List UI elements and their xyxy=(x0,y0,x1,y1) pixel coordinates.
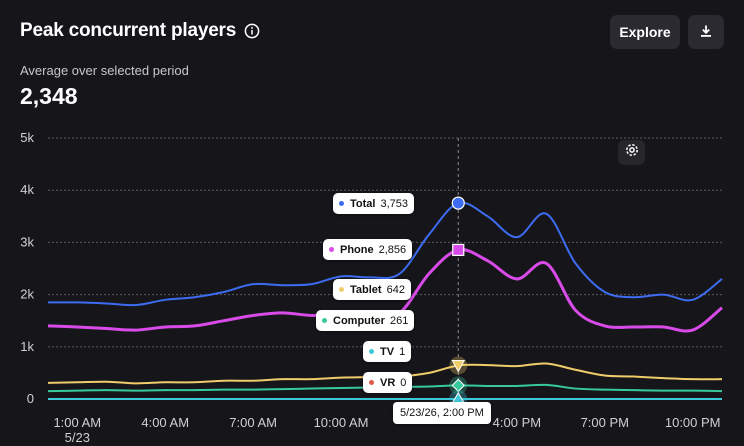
summary-value: 2,348 xyxy=(20,83,78,109)
legend-dot-computer xyxy=(322,318,327,323)
tooltip-label: Phone xyxy=(340,243,374,256)
tooltip-tv: TV 1 xyxy=(363,341,412,362)
x-tick-label: 7:00 PM xyxy=(581,415,629,430)
x-tick-label: 10:00 AM xyxy=(314,415,369,430)
tooltip-phone: Phone 2,856 xyxy=(323,239,413,260)
tooltip-value: 3,753 xyxy=(380,197,408,210)
y-tick-label: 0 xyxy=(27,391,34,406)
header-actions: Explore xyxy=(610,15,724,49)
marker-tablet xyxy=(451,359,466,373)
x-tick-label: 4:00 PM xyxy=(493,415,541,430)
tooltip-label: Total xyxy=(350,197,376,210)
tooltip-date: 5/23/26, 2:00 PM xyxy=(393,402,491,424)
tooltip-total: Total 3,753 xyxy=(333,193,414,214)
page-title: Peak concurrent players xyxy=(20,20,237,41)
legend-dot-total xyxy=(339,201,344,206)
tooltip-tablet: Tablet 642 xyxy=(333,279,411,300)
tooltip-computer: Computer 261 xyxy=(316,310,415,331)
legend-dot-phone xyxy=(329,247,334,252)
title-row: Peak concurrent players xyxy=(20,20,260,42)
y-tick-label: 4k xyxy=(20,182,34,197)
series-line-total xyxy=(47,201,723,307)
x-tick-label: 10:00 PM xyxy=(665,415,721,430)
download-button[interactable] xyxy=(688,15,724,49)
chart-settings-button[interactable] xyxy=(618,140,645,165)
gear-icon xyxy=(624,142,640,163)
tooltip-vr: VR 0 xyxy=(363,372,413,393)
tooltip-label: Tablet xyxy=(350,283,382,296)
x-tick-label: 1:00 AM xyxy=(53,415,101,430)
y-tick-label: 5k xyxy=(20,130,34,145)
legend-dot-tablet xyxy=(339,287,344,292)
marker-total xyxy=(451,196,465,210)
tooltip-label: Computer xyxy=(333,314,385,327)
tooltip-label: VR xyxy=(380,376,396,389)
tooltip-value: 0 xyxy=(400,376,407,389)
marker-computer xyxy=(451,378,465,393)
legend-dot-vr xyxy=(369,380,374,385)
info-icon[interactable] xyxy=(244,23,260,39)
tooltip-value: 261 xyxy=(389,314,409,327)
marker-phone xyxy=(452,243,465,257)
tooltip-value: 1 xyxy=(399,345,406,358)
tooltip-value: 642 xyxy=(386,283,405,296)
download-icon xyxy=(699,24,713,41)
x-tick-label: 7:00 AM xyxy=(229,415,277,430)
y-tick-label: 1k xyxy=(20,339,34,354)
summary-label: Average over selected period xyxy=(20,63,189,78)
tooltip-label: TV xyxy=(380,345,395,358)
x-tick-label: 5/23 xyxy=(65,430,90,445)
y-tick-label: 3k xyxy=(20,234,34,249)
tooltip-value: 2,856 xyxy=(378,243,407,256)
legend-dot-tv xyxy=(369,349,374,354)
x-tick-label: 4:00 AM xyxy=(141,415,189,430)
y-tick-label: 2k xyxy=(20,287,34,302)
explore-button[interactable]: Explore xyxy=(610,15,680,49)
